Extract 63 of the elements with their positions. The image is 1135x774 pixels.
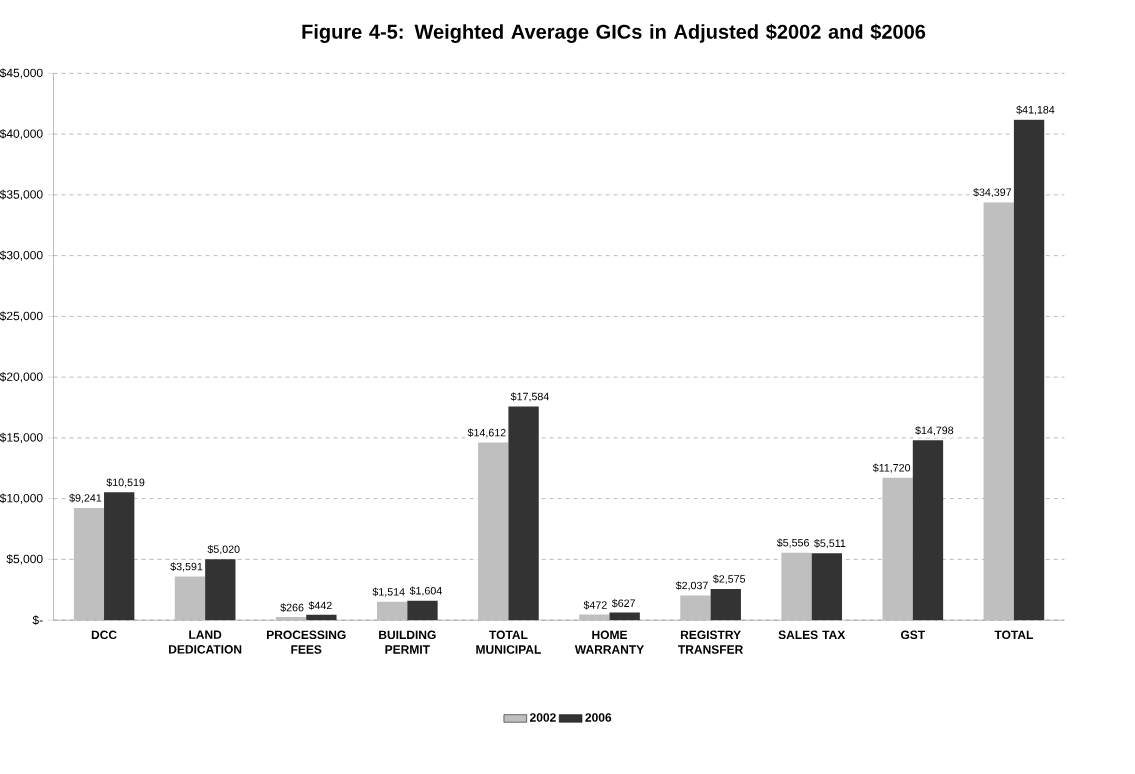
data-label: $2,575 (712, 574, 746, 585)
data-label: $34,397 (973, 188, 1012, 198)
data-label: $442 (308, 601, 332, 611)
bar (912, 440, 944, 621)
legend-label: 2002 (530, 713, 556, 722)
y-tick-label: $45,000 (0, 68, 43, 79)
bar (407, 600, 438, 621)
x-tick-label: REGISTRY TRANSFER (678, 630, 744, 654)
y-tick-label: $- (32, 615, 43, 626)
data-label: $5,556 (776, 538, 809, 548)
bar (1013, 119, 1045, 621)
data-label: $1,514 (372, 587, 405, 598)
bar (508, 406, 539, 621)
chart-title: Figure 4-5: Weighted Average GICs in Adjusted $2002 and $2006 (302, 24, 926, 44)
data-label: $3,591 (170, 562, 203, 572)
bar (983, 202, 1014, 621)
bar (275, 617, 307, 621)
y-tick-label: $25,000 (0, 311, 43, 322)
data-label: $2,037 (675, 581, 708, 591)
y-tick-label: $15,000 (0, 432, 43, 444)
data-label: $627 (611, 599, 635, 608)
bar (710, 589, 741, 621)
bar (73, 508, 105, 621)
bar (781, 552, 812, 621)
data-label: $5,020 (207, 545, 240, 555)
data-label: $14,798 (915, 426, 954, 436)
bar (205, 559, 236, 621)
bar (882, 477, 913, 621)
x-tick-label: BUILDING PERMIT (379, 630, 436, 654)
y-tick-label: $40,000 (0, 129, 43, 140)
data-label: $17,584 (510, 392, 549, 402)
bar (174, 576, 206, 621)
bar (104, 492, 135, 621)
x-tick-label: DCC (91, 630, 117, 640)
data-label: $1,604 (409, 586, 442, 596)
data-label: $266 (280, 603, 304, 613)
x-tick-label: TOTAL MUNICIPAL (476, 630, 541, 654)
x-tick-label: LAND DEDICATION (169, 630, 242, 654)
y-tick-label: $5,000 (6, 554, 43, 565)
bar (306, 615, 337, 621)
bar (579, 614, 610, 621)
data-label: $11,720 (872, 463, 911, 474)
data-label: $41,184 (1016, 105, 1055, 115)
bar (377, 601, 408, 621)
y-tick-label: $35,000 (0, 189, 43, 201)
data-label: $472 (583, 601, 607, 610)
data-label: $9,241 (69, 493, 102, 504)
y-tick-label: $30,000 (0, 250, 43, 262)
x-tick-label: SALES TAX (778, 630, 846, 640)
data-label: $14,612 (467, 428, 506, 438)
x-tick-label: TOTAL (994, 630, 1033, 640)
data-label: $10,519 (106, 478, 145, 488)
bar (609, 612, 640, 621)
y-tick-label: $10,000 (0, 493, 43, 505)
legend-label: 2006 (585, 713, 612, 722)
bar (680, 595, 711, 621)
x-tick-label: PROCESSING FEES (267, 630, 346, 654)
bar (811, 553, 843, 621)
bar (478, 442, 509, 621)
x-tick-label: GST (900, 630, 926, 640)
data-label: $5,511 (814, 539, 846, 549)
y-tick-label: $20,000 (0, 372, 43, 383)
x-tick-label: HOME WARRANTY (574, 630, 644, 654)
